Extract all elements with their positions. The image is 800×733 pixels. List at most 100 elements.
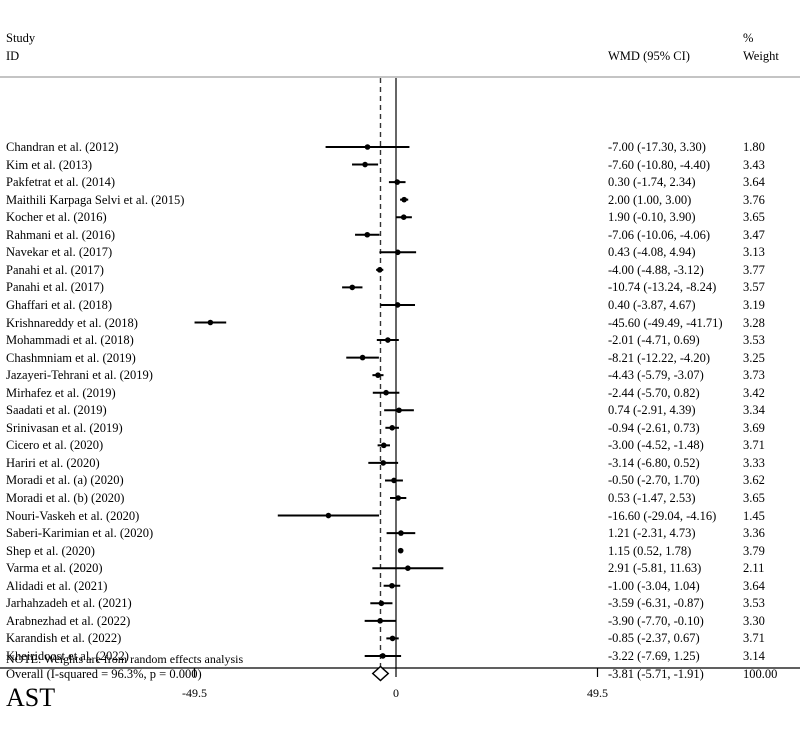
- study-label: Kocher et al. (2016): [6, 210, 107, 225]
- point-estimate: [394, 249, 401, 256]
- wmd-ci-value: -3.90 (-7.70, -0.10): [608, 613, 704, 628]
- point-estimate: [394, 302, 401, 308]
- weight-value: 3.33: [743, 455, 765, 470]
- wmd-ci-value: 1.21 (-2.31, 4.73): [608, 526, 696, 541]
- point-estimate: [375, 372, 381, 378]
- wmd-ci-value: 0.53 (-1.47, 2.53): [608, 491, 696, 505]
- wmd-ci-value: -3.59 (-6.31, -0.87): [608, 596, 704, 611]
- wmd-ci-value: 0.40 (-3.87, 4.67): [608, 297, 696, 312]
- study-label: Varma et al. (2020): [6, 561, 103, 576]
- wmd-ci-value: -1.00 (-3.04, 1.04): [608, 578, 700, 593]
- wmd-ci-value: -0.50 (-2.70, 1.70): [608, 473, 700, 488]
- study-label: Hariri et al. (2020): [6, 455, 100, 470]
- x-tick-label: -49.5: [182, 686, 207, 700]
- wmd-ci-value: -7.60 (-10.80, -4.40): [608, 157, 711, 172]
- x-tick-label: 0: [393, 686, 399, 700]
- study-label: Panahi et al. (2017): [6, 262, 104, 277]
- wmd-ci-value: -7.06 (-10.06, -4.06): [608, 227, 711, 242]
- study-label: Nouri-Vaskeh et al. (2020): [6, 508, 140, 523]
- overall-wmd-ci-value: -3.81 (-5.71, -1.91): [608, 666, 704, 681]
- weight-value: 3.53: [743, 596, 765, 611]
- weight-value: 3.76: [743, 192, 765, 207]
- study-label: Ghaffari et al. (2018): [6, 297, 112, 312]
- weight-value: 3.13: [743, 245, 765, 260]
- wmd-ci-value: -4.00 (-4.88, -3.12): [608, 262, 704, 277]
- weight-value: 2.11: [743, 561, 765, 576]
- weight-value: 3.25: [743, 350, 765, 365]
- point-estimate: [380, 460, 387, 466]
- point-estimate: [398, 530, 404, 536]
- wmd-ci-value: 0.74 (-2.91, 4.39): [608, 403, 696, 418]
- header-percent: %: [743, 31, 754, 45]
- weight-value: 3.57: [743, 280, 765, 295]
- overall-weight-value: 100.00: [743, 666, 778, 681]
- wmd-ci-value: 2.91 (-5.81, 11.63): [608, 561, 702, 576]
- study-label: Moradi et al. (b) (2020): [6, 491, 125, 505]
- wmd-ci-value: -45.60 (-49.49, -41.71): [608, 315, 723, 330]
- wmd-ci-value: 0.30 (-1.74, 2.34): [608, 175, 696, 190]
- point-estimate: [383, 389, 389, 396]
- point-estimate: [401, 196, 407, 203]
- study-label: Arabnezhad et al. (2022): [6, 613, 131, 628]
- wmd-ci-value: -10.74 (-13.24, -8.24): [608, 280, 717, 295]
- study-label: Srinivasan et al. (2019): [6, 420, 123, 435]
- wmd-ci-value: -7.00 (-17.30, 3.30): [608, 140, 706, 154]
- header-study: Study: [6, 31, 36, 45]
- point-estimate: [377, 618, 383, 624]
- study-label: Maithili Karpaga Selvi et al. (2015): [6, 192, 185, 207]
- weight-value: 3.71: [743, 438, 765, 453]
- study-label: Saadati et al. (2019): [6, 403, 107, 418]
- wmd-ci-value: 1.15 (0.52, 1.78): [608, 543, 692, 558]
- point-estimate: [391, 477, 397, 484]
- wmd-ci-value: -0.94 (-2.61, 0.73): [608, 420, 700, 435]
- weight-value: 3.47: [743, 227, 765, 242]
- weight-value: 3.19: [743, 297, 765, 312]
- wmd-ci-value: -3.00 (-4.52, -1.48): [608, 438, 704, 453]
- study-label: Mirhafez et al. (2019): [6, 385, 116, 400]
- point-estimate: [396, 407, 402, 414]
- point-estimate: [349, 284, 356, 291]
- weight-value: 3.69: [743, 420, 765, 435]
- header-weight: Weight: [743, 49, 779, 63]
- weight-value: 3.62: [743, 473, 765, 488]
- point-estimate: [395, 495, 401, 501]
- point-estimate: [389, 582, 395, 589]
- study-label: Alidadi et al. (2021): [6, 578, 108, 593]
- weight-value: 1.45: [743, 508, 765, 523]
- study-label: Shep et al. (2020): [6, 543, 95, 558]
- point-estimate: [364, 231, 371, 238]
- study-label: Karandish et al. (2022): [6, 631, 122, 646]
- wmd-ci-value: -0.85 (-2.37, 0.67): [608, 631, 700, 646]
- point-estimate: [394, 179, 401, 185]
- panel-label: AST: [6, 683, 56, 712]
- overall-diamond: [371, 665, 390, 682]
- weight-value: 3.64: [743, 578, 765, 593]
- point-estimate: [389, 635, 396, 642]
- point-estimate: [325, 512, 332, 519]
- point-estimate: [207, 319, 214, 326]
- study-label: Kheiridoost et al. (2022): [6, 648, 129, 663]
- header-id: ID: [6, 49, 20, 63]
- study-label: Cicero et al. (2020): [6, 438, 104, 453]
- point-estimate: [364, 144, 371, 150]
- weight-value: 3.43: [743, 157, 765, 172]
- weight-value: 3.77: [743, 262, 765, 277]
- weight-value: 3.64: [743, 175, 765, 190]
- study-label: Moradi et al. (a) (2020): [6, 473, 124, 488]
- weight-value: 3.65: [743, 491, 765, 505]
- wmd-ci-value: -4.43 (-5.79, -3.07): [608, 368, 704, 383]
- study-label: Jarhahzadeh et al. (2021): [6, 596, 132, 611]
- wmd-ci-value: -8.21 (-12.22, -4.20): [608, 350, 711, 365]
- random-effects-note: NOTE: Weights are from random effects an…: [6, 652, 244, 666]
- wmd-ci-value: 1.90 (-0.10, 3.90): [608, 210, 696, 225]
- point-estimate: [376, 267, 383, 273]
- weight-value: 3.53: [743, 333, 765, 348]
- study-label: Panahi et al. (2017): [6, 280, 104, 295]
- point-estimate: [389, 425, 395, 431]
- study-label: Chandran et al. (2012): [6, 140, 119, 154]
- overall-label: Overall (I-squared = 96.3%, p = 0.000): [6, 666, 202, 681]
- point-estimate: [380, 442, 387, 449]
- point-estimate: [380, 653, 386, 659]
- point-estimate: [359, 354, 366, 361]
